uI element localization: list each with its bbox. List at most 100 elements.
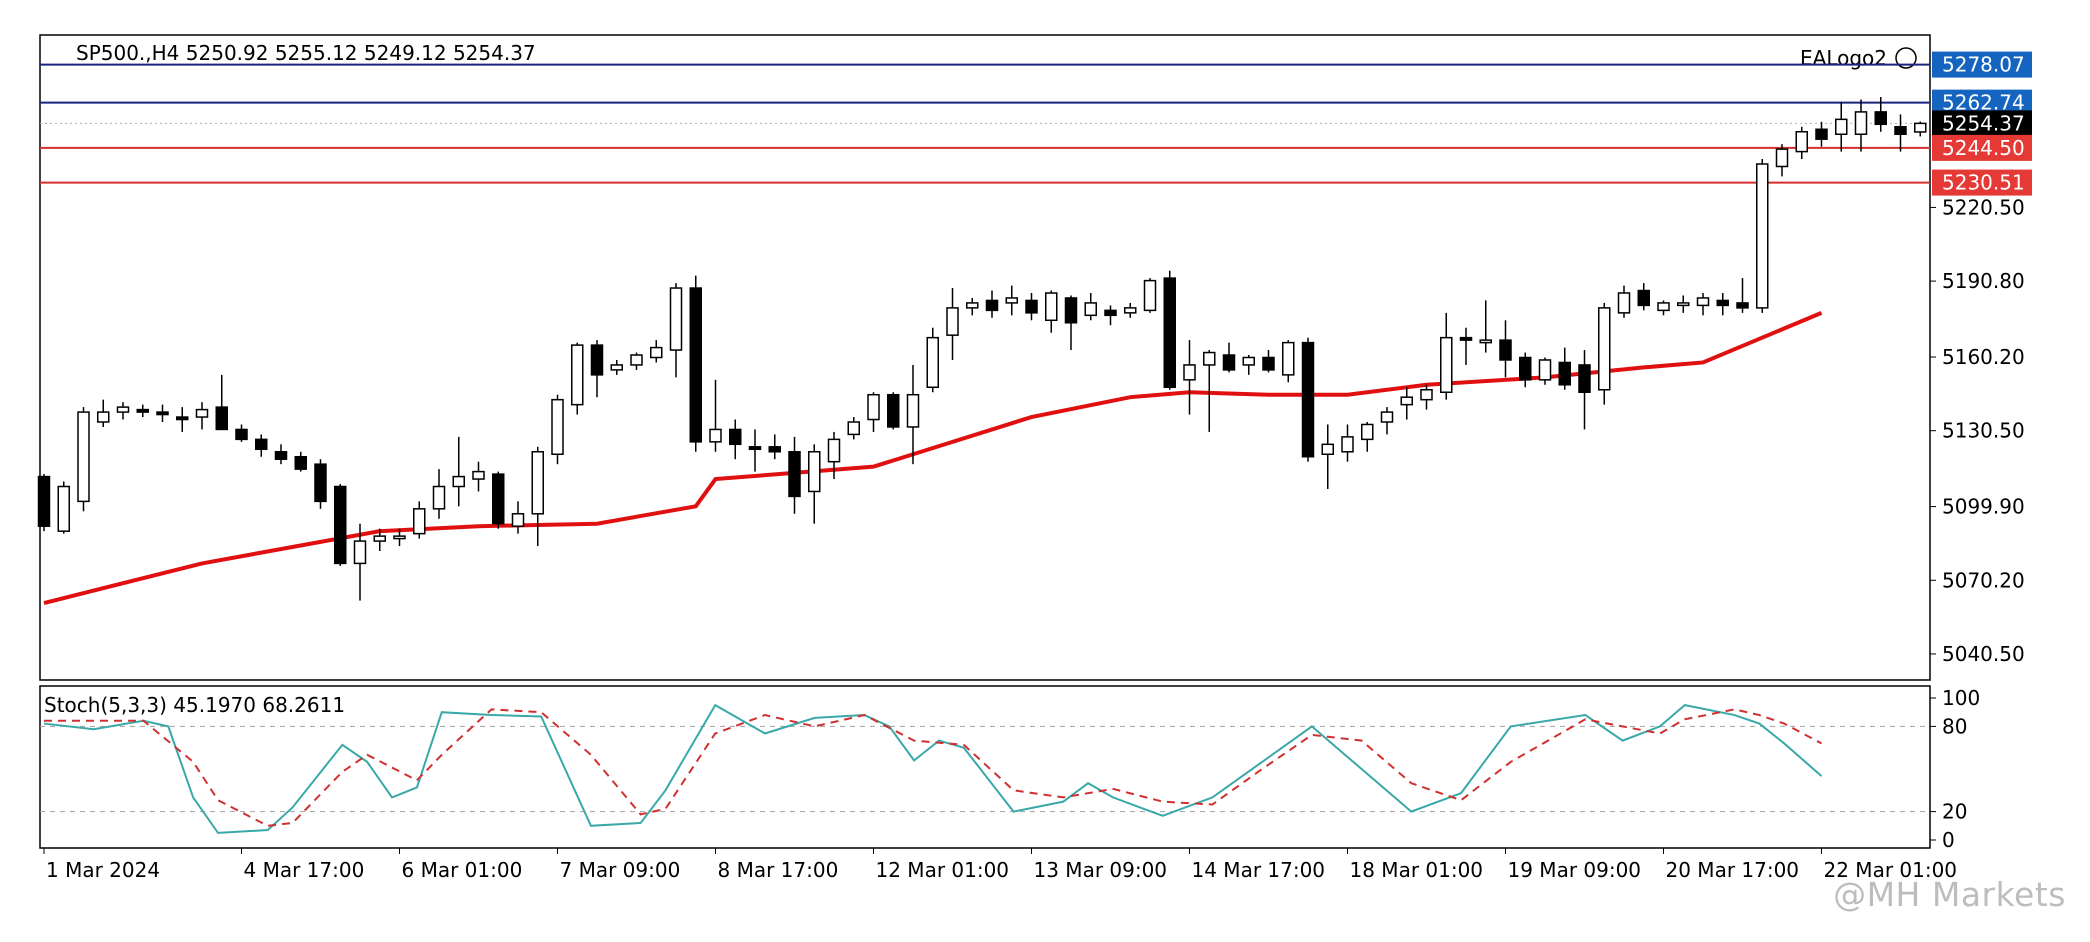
- candle-body: [1459, 336, 1473, 341]
- candle-body: [1005, 297, 1018, 304]
- candle-body: [1617, 292, 1631, 314]
- candle-body: [1716, 299, 1729, 307]
- candle-body: [571, 344, 584, 406]
- candle-body: [116, 406, 130, 413]
- candle-body: [1657, 302, 1670, 312]
- candle-body: [215, 406, 228, 431]
- candle-body: [1894, 126, 1907, 135]
- stoch-indicator-label: Stoch(5,3,3) 45.1970 68.2611: [44, 693, 345, 717]
- stoch-tick-label: 100: [1942, 686, 1980, 710]
- candle-body: [1440, 336, 1453, 393]
- candle-body: [492, 473, 505, 525]
- candle-body: [1499, 339, 1512, 361]
- candle-body: [1420, 389, 1433, 401]
- level-label: 5254.37: [1942, 111, 2025, 135]
- candle-body: [334, 485, 347, 565]
- candle-body: [1519, 356, 1532, 381]
- candle-body: [1163, 277, 1176, 389]
- candle-body: [808, 451, 821, 493]
- candle-body: [413, 508, 426, 535]
- candle-body: [1183, 364, 1196, 381]
- candle-body: [946, 307, 959, 336]
- x-tick-label: 13 Mar 09:00: [1034, 858, 1168, 882]
- candle-body: [235, 428, 248, 441]
- stoch-tick-label: 20: [1942, 800, 1967, 824]
- candle-body: [689, 287, 702, 443]
- candle-body: [1104, 309, 1117, 317]
- candle-body: [314, 463, 327, 503]
- stoch-tick-label: 0: [1942, 828, 1955, 852]
- candle-body: [353, 540, 367, 565]
- price-tick-label: 5040.50: [1942, 642, 2025, 666]
- candle-body: [531, 451, 544, 515]
- candle-body: [1064, 297, 1078, 324]
- candle-body: [788, 451, 801, 498]
- price-tick-label: 5160.20: [1942, 345, 2025, 369]
- stoch-panel-frame: [39, 685, 1931, 849]
- level-label: 5278.07: [1942, 53, 2025, 77]
- smiley-icon: [1895, 47, 1917, 69]
- x-tick-label: 18 Mar 01:00: [1350, 858, 1484, 882]
- x-tick-label: 20 Mar 17:00: [1666, 858, 1800, 882]
- candle-body: [37, 475, 51, 527]
- candle-body: [452, 475, 465, 488]
- symbol-header: SP500.,H4 5250.92 5255.12 5249.12 5254.3…: [76, 41, 536, 65]
- price-tick-label: 5190.80: [1942, 269, 2025, 293]
- candle-body: [1578, 364, 1591, 393]
- candle-body: [867, 393, 880, 421]
- candle-body: [1775, 148, 1789, 168]
- candle-body: [551, 398, 564, 455]
- candle-body: [590, 344, 604, 376]
- x-tick-label: 4 Mar 17:00: [244, 858, 365, 882]
- candle-body: [393, 535, 406, 540]
- candle-body: [827, 438, 841, 463]
- candle-body: [1203, 351, 1216, 366]
- x-tick-label: 19 Mar 09:00: [1508, 858, 1642, 882]
- price-tick-label: 5130.50: [1942, 419, 2025, 443]
- candle-body: [472, 470, 485, 480]
- candle-body: [1262, 356, 1275, 371]
- candle-body: [1045, 292, 1058, 322]
- x-tick-label: 22 Mar 01:00: [1824, 858, 1958, 882]
- candle-body: [1479, 339, 1492, 344]
- candle-body: [1677, 302, 1690, 307]
- x-tick-label: 14 Mar 17:00: [1192, 858, 1326, 882]
- candle-body: [1914, 122, 1927, 133]
- candle-body: [709, 428, 722, 443]
- candle-body: [966, 302, 979, 309]
- level-label-box: [1932, 51, 2032, 78]
- stoch-tick-label: 80: [1942, 714, 1967, 738]
- candle-body: [1538, 359, 1552, 381]
- candle-body: [1341, 436, 1354, 453]
- candle-body: [985, 299, 999, 312]
- candle-body: [1301, 341, 1315, 458]
- x-tick-label: 7 Mar 09:00: [560, 858, 681, 882]
- candle-body: [1598, 307, 1611, 391]
- candle-body: [768, 446, 781, 453]
- x-tick-label: 6 Mar 01:00: [402, 858, 523, 882]
- candle-body: [1558, 361, 1571, 386]
- candle-body: [1282, 341, 1295, 376]
- candle-body: [926, 336, 939, 389]
- x-tick-label: 8 Mar 17:00: [718, 858, 839, 882]
- stoch-main-line: [43, 703, 1823, 834]
- candle-body: [630, 354, 643, 366]
- price-tick-label: 5070.20: [1942, 568, 2025, 592]
- candle-body: [274, 451, 288, 460]
- candle-body: [1124, 307, 1137, 314]
- indicator-label: EALogo2: [1800, 46, 1887, 70]
- candle-body: [77, 411, 90, 503]
- main-panel-frame: [39, 34, 1931, 681]
- candle-body: [887, 393, 900, 428]
- candle-body: [294, 455, 307, 470]
- candle-body: [1242, 356, 1255, 366]
- candle-body: [156, 411, 169, 416]
- x-tick-label: 12 Mar 01:00: [876, 858, 1010, 882]
- candle-body: [729, 428, 742, 446]
- candle-body: [1222, 354, 1236, 371]
- candle-body: [1380, 411, 1394, 423]
- candle-body: [1795, 131, 1808, 153]
- candle-body: [97, 411, 110, 423]
